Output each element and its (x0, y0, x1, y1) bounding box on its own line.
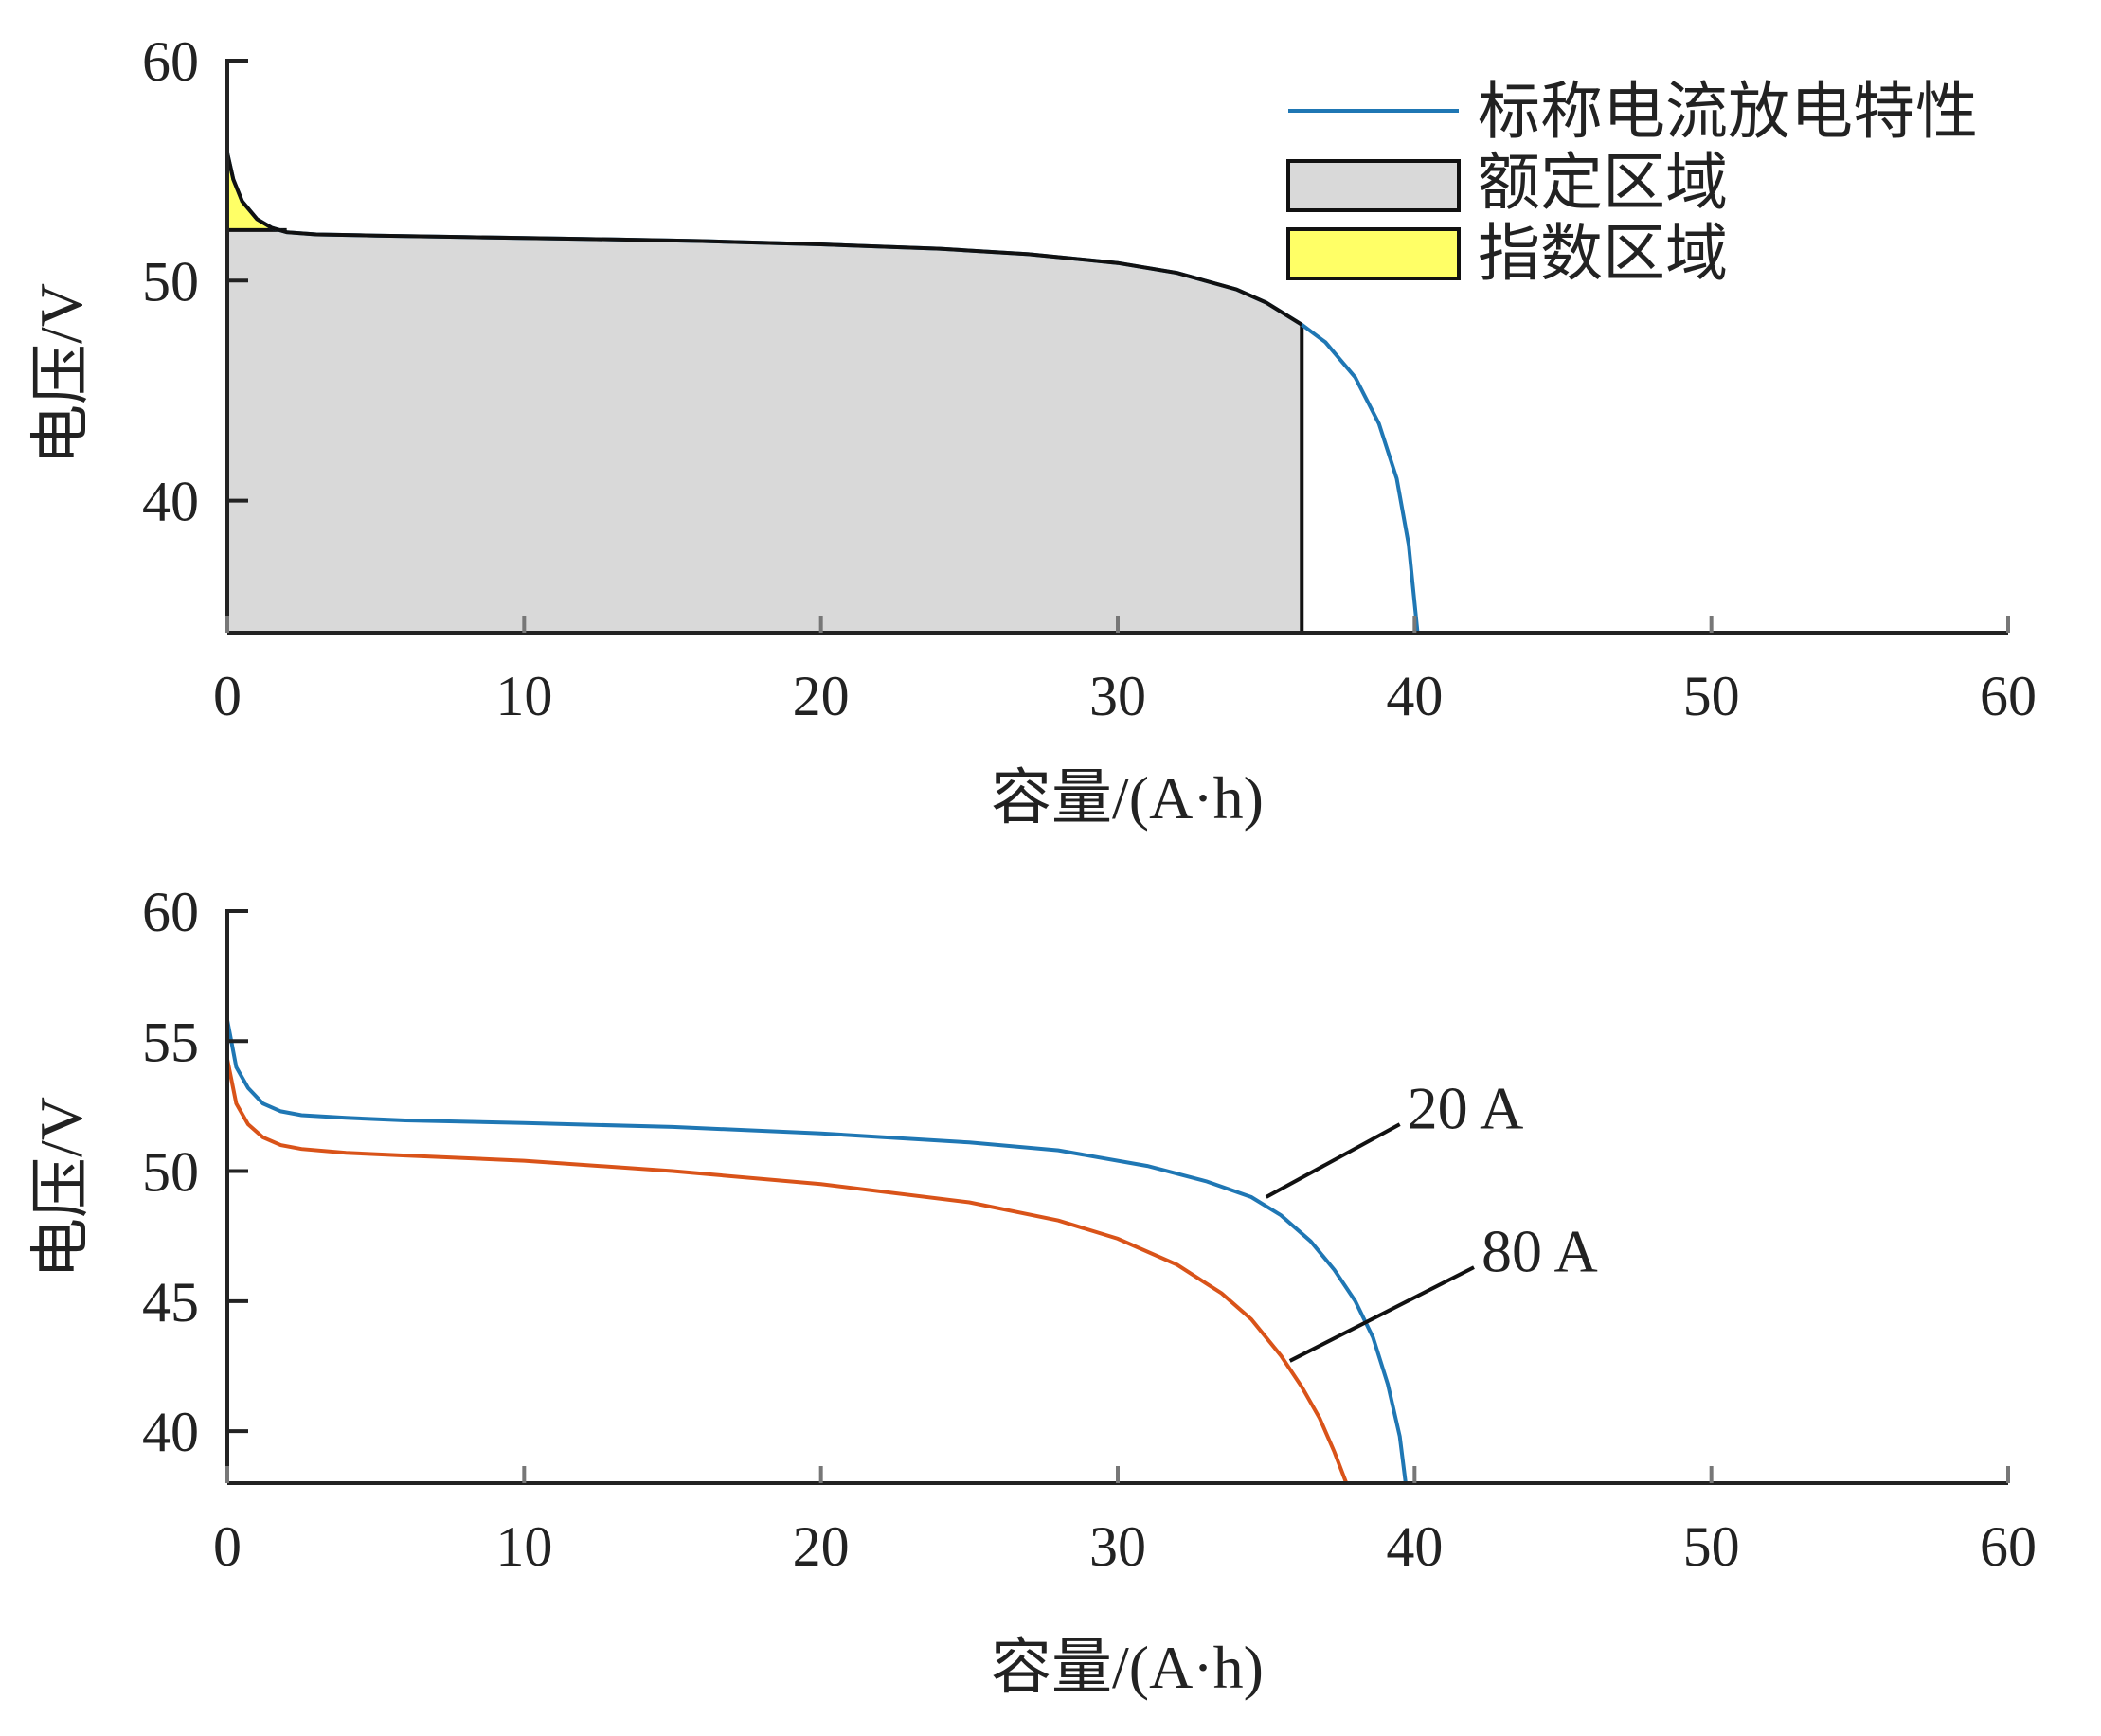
c1-x-tick-label: 30 (1089, 665, 1146, 727)
c1-series (225, 152, 1420, 634)
c2-axes (225, 909, 2010, 1485)
series-label-leader (1288, 1265, 1475, 1363)
c2-tick-labels: 0 10 20 30 40 50 60 40 45 50 55 60 (142, 881, 2037, 1578)
c2-y-tick-label: 55 (142, 1011, 199, 1073)
c1-x-tick-label: 60 (1980, 665, 2037, 727)
c1-x-tick-label: 40 (1386, 665, 1443, 727)
chart-top: 0 10 20 30 40 50 60 40 50 60 容量/(A·h) 电压/V 标称电流放电… (27, 30, 2037, 832)
c2-x-tick-label: 50 (1683, 1515, 1740, 1578)
legend-label-exponential-region: 指数区域 (1478, 220, 1728, 289)
c1-x-tick-label: 10 (495, 665, 552, 727)
c1-legend: 标称电流放电特性 额定区域 指数区域 (1286, 78, 1978, 289)
c2-y-tick-label: 45 (142, 1271, 199, 1333)
exponential-region-area (227, 152, 287, 233)
chart-bottom: 0 10 20 30 40 50 60 40 45 50 55 60 20 A 80 A 容量/(A·h… (27, 881, 2037, 1701)
c2-x-axis-title: 容量/(A·h) (991, 1634, 1264, 1701)
series-line-80a (225, 1059, 1349, 1484)
legend-swatch-exponential-region (1286, 227, 1461, 280)
series-line-20a (225, 1019, 1408, 1484)
c2-y-tick-label: 40 (142, 1401, 199, 1463)
rated-region-area (227, 152, 1302, 633)
c1-y-axis-title: 电压/V (27, 283, 95, 465)
c1-x-tick-label: 50 (1683, 665, 1740, 727)
c2-x-tick-label: 30 (1089, 1515, 1146, 1578)
c2-y-tick-label: 50 (142, 1141, 199, 1204)
c2-series-labels: 20 A 80 A (1265, 1075, 1598, 1363)
c2-x-tick-label: 40 (1386, 1515, 1443, 1578)
c2-y-tick-label: 60 (142, 881, 199, 943)
c2-x-tick-label: 10 (495, 1515, 552, 1578)
c2-series (225, 1019, 1408, 1484)
c1-y-tick-label: 40 (142, 471, 199, 533)
c1-axes (225, 59, 2010, 635)
legend-swatch-rated-region (1286, 159, 1461, 212)
legend-label-nominal-discharge: 标称电流放电特性 (1478, 78, 1978, 147)
series-label-leader (1265, 1122, 1401, 1199)
c2-x-tick-label: 60 (1980, 1515, 2037, 1578)
c1-y-tick-label: 50 (142, 250, 199, 313)
region-top-outline (225, 152, 1303, 327)
series-label-80a: 80 A (1481, 1218, 1598, 1285)
c1-tick-labels: 0 10 20 30 40 50 60 40 50 60 (142, 30, 2037, 727)
c1-x-axis-title: 容量/(A·h) (991, 764, 1264, 832)
legend-label-rated-region: 额定区域 (1478, 149, 1728, 218)
series-label-20a: 20 A (1408, 1075, 1524, 1142)
c2-x-tick-label: 0 (213, 1515, 242, 1578)
c2-x-tick-label: 20 (793, 1515, 850, 1578)
c1-x-tick-label: 0 (213, 665, 242, 727)
c2-y-axis-title: 电压/V (27, 1097, 95, 1279)
c1-x-tick-label: 20 (793, 665, 850, 727)
c1-y-tick-label: 60 (142, 30, 199, 93)
c1-regions (227, 152, 1304, 633)
